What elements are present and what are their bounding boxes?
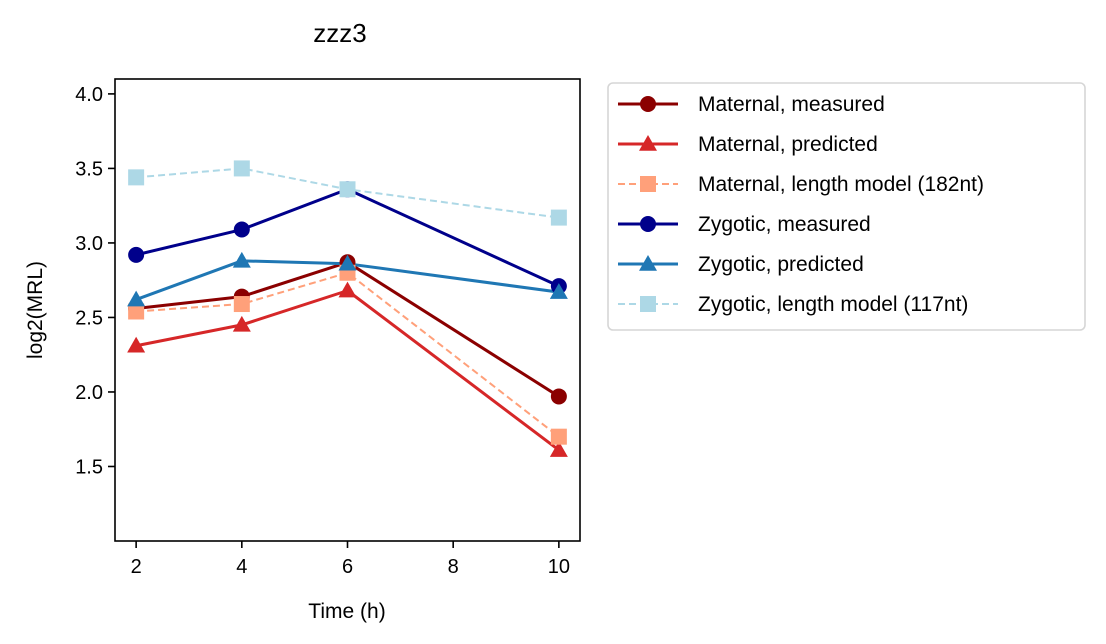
y-tick-label-4: 3.5 [75,158,103,180]
series-1-point-2 [338,281,357,298]
x-axis-label: Time (h) [308,600,385,623]
y-tick-label-2: 2.5 [75,307,103,329]
legend-label-4: Zygotic, predicted [698,253,864,276]
series-5-point-2 [339,181,356,198]
chart-title: zzz3 [313,18,366,48]
series-line-5 [136,167,559,219]
series-3-point-0 [128,246,145,263]
legend-label-1: Maternal, predicted [698,133,878,156]
legend-marker-1 [639,135,657,151]
series-line-4 [135,259,560,301]
legend-marker-4 [639,255,657,271]
plot-area: 2 4 6 8 10 1.5 2.0 2.5 3.0 3.5 4.0 [75,78,581,578]
legend-marker-5 [640,296,656,312]
y-tick-label-3: 3.0 [75,233,103,255]
x-tick-label-3: 8 [448,556,459,578]
series-4-point-3 [549,283,568,299]
series-1-point-0 [127,336,146,353]
legend-marker-3 [640,216,656,232]
axes-frame [114,78,581,542]
series-5-point-3 [550,209,567,226]
series-4-point-2 [338,254,357,271]
series-line-1 [135,289,560,452]
series-2-point-1 [233,296,250,313]
series-0-point-3 [550,388,567,405]
x-tick-label-2: 6 [342,556,353,578]
legend-marker-0 [640,96,656,112]
series-1-point-1 [232,315,251,332]
legend-label-5: Zygotic, length model (117nt) [698,293,968,316]
series-2-point-0 [128,303,145,320]
legend-label-3: Zygotic, measured [698,213,871,236]
series-2-point-3 [550,428,567,445]
x-tick-label-4: 10 [548,556,570,578]
legend-marker-2 [640,176,656,192]
legend-label-0: Maternal, measured [698,93,885,116]
y-axis-label: log2(MRL) [24,261,47,359]
series-3-point-1 [233,221,250,238]
y-tick-label-5: 4.0 [75,84,103,106]
series-line-3 [135,187,560,288]
legend: Maternal, measured Maternal, predicted Mat… [607,82,1086,331]
series-1-point-3 [549,441,568,457]
y-tick-label-0: 1.5 [75,456,103,478]
legend-box [607,82,1086,331]
series-line-0 [135,260,560,398]
x-tick-label-1: 4 [236,556,247,578]
series-4-point-1 [232,251,251,268]
x-tick-label-0: 2 [131,556,142,578]
series-5-point-0 [128,169,145,186]
y-tick-label-1: 2.0 [75,382,103,404]
legend-label-2: Maternal, length model (182nt) [698,173,984,196]
series-5-point-1 [233,160,250,177]
series-4-point-0 [127,290,146,307]
